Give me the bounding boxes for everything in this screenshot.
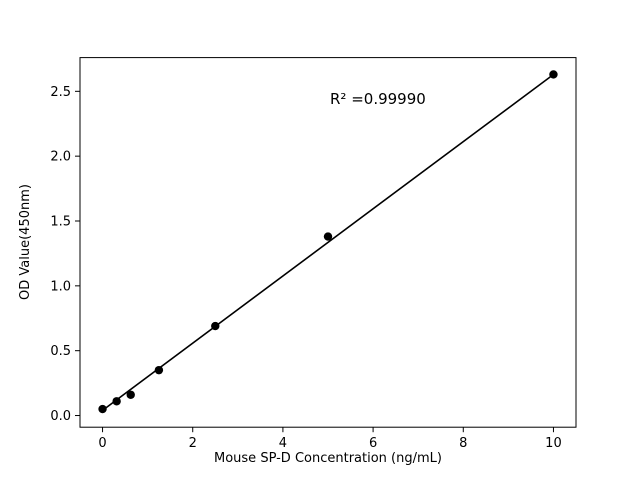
data-point <box>112 397 121 406</box>
x-tick-label: 4 <box>279 436 287 451</box>
y-tick-label: 0.5 <box>50 344 71 359</box>
data-point <box>211 321 220 331</box>
data-point <box>323 232 333 241</box>
x-axis-label: Mouse SP-D Concentration (ng/mL) <box>214 451 442 466</box>
x-tick-label: 2 <box>189 436 197 451</box>
x-tick-label: 6 <box>369 436 377 451</box>
data-point <box>126 390 135 399</box>
y-tick-label: 1.5 <box>50 215 71 230</box>
x-tick-label: 0 <box>98 436 106 451</box>
y-tick-label: 2.5 <box>50 85 71 100</box>
x-tick-label: 8 <box>459 436 467 451</box>
data-point <box>154 365 164 375</box>
plot-frame <box>79 57 577 428</box>
axes-layer: 0 2 4 6 8 10 0.0 0.5 1.0 1.5 2.0 2.5 <box>50 57 577 451</box>
fit-line <box>102 73 554 411</box>
y-tick-label: 2.0 <box>50 150 71 165</box>
x-tick-label: 10 <box>545 436 562 451</box>
y-tick-label: 0.0 <box>50 409 71 424</box>
r-squared-annotation: R² =0.99990 <box>330 90 426 108</box>
data-series-layer <box>98 70 558 414</box>
y-axis-label: OD Value(450nm) <box>18 184 33 300</box>
y-tick-label: 1.0 <box>50 279 71 294</box>
data-point <box>549 70 558 79</box>
data-point <box>98 404 107 414</box>
